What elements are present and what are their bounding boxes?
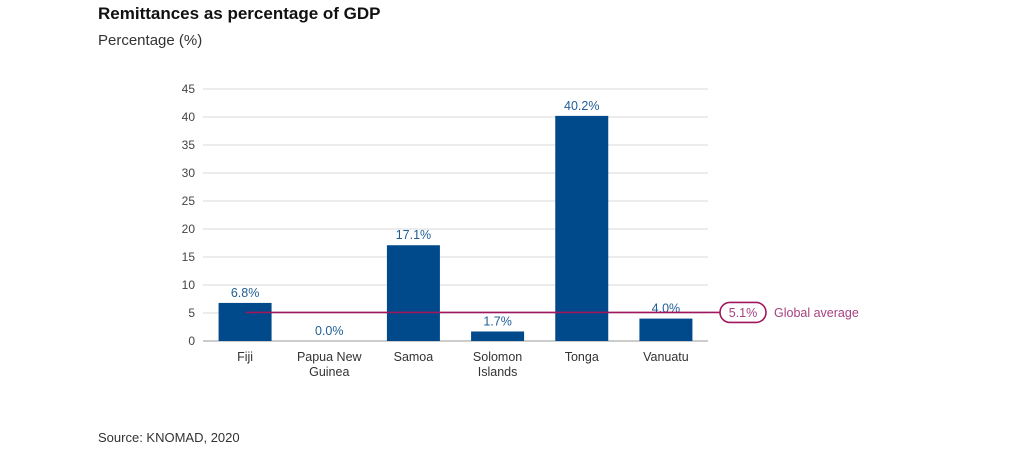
- bar: [555, 115, 609, 341]
- x-axis-categories: Fiji Papua New Guinea Samoa Solomon Islands To…: [237, 350, 689, 379]
- data-label: 17.1%: [396, 228, 431, 242]
- data-labels: 6.8% 0.0% 17.1% 1.7% 40.2% 4.0%: [231, 99, 680, 338]
- x-category-label: Samoa: [394, 350, 434, 364]
- global-average-badge: [719, 301, 767, 324]
- y-tick-label: 15: [182, 250, 196, 264]
- y-tick-label: 10: [182, 278, 196, 292]
- data-label: 40.2%: [564, 99, 599, 113]
- y-tick-label: 35: [182, 138, 196, 152]
- bars: [218, 115, 693, 341]
- y-axis-unit-label: Percentage (%): [98, 32, 203, 49]
- bar: [386, 245, 440, 341]
- x-category-label: Papua New Guinea: [297, 350, 363, 379]
- y-tick-label: 45: [182, 82, 196, 96]
- global-average-value: 5.1%: [729, 306, 758, 320]
- global-average-label: Global average: [774, 306, 859, 320]
- global-average-line-group: 5.1% Global average: [245, 301, 859, 324]
- y-tick-label: 25: [182, 194, 196, 208]
- y-tick-label: 20: [182, 222, 196, 236]
- source-note: Source: KNOMAD, 2020: [98, 430, 240, 445]
- data-label: 6.8%: [231, 286, 260, 300]
- bar: [218, 302, 272, 341]
- x-category-label: Tonga: [565, 350, 599, 364]
- data-label: 1.7%: [483, 314, 512, 328]
- x-category-label: Vanuatu: [643, 350, 689, 364]
- bar: [639, 318, 693, 341]
- chart-title: Remittances as percentage of GDP: [98, 4, 381, 23]
- gridlines: [203, 88, 708, 342]
- x-category-label: Fiji: [237, 350, 253, 364]
- x-category-label: Solomon Islands: [473, 350, 522, 379]
- y-axis-ticks: 0 5 10 15 20 25 30 35 40 45: [182, 82, 196, 348]
- y-tick-label: 0: [188, 334, 195, 348]
- y-tick-label: 40: [182, 110, 196, 124]
- y-tick-label: 30: [182, 166, 196, 180]
- data-label: 4.0%: [652, 302, 681, 316]
- bar: [471, 331, 525, 341]
- y-tick-label: 5: [188, 306, 195, 320]
- data-label: 0.0%: [315, 324, 344, 338]
